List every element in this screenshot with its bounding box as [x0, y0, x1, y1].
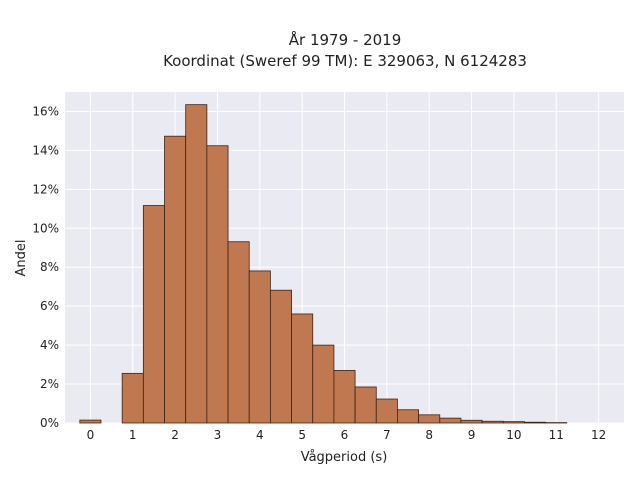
bar-layer: [79, 104, 568, 424]
x-tick-labels: 0 1 2 3 4 5 6 7 8 9 10 11 12: [87, 428, 607, 442]
x-axis-label: Vågperiod (s): [301, 450, 388, 465]
x-tick-label: 1: [129, 428, 137, 442]
y-tick-label: 4%: [40, 338, 59, 352]
y-tick-labels: 0% 2% 4% 6% 8% 10% 12% 14% 16%: [32, 104, 59, 430]
histogram-bar-4: [164, 135, 187, 424]
x-tick-label: 7: [383, 428, 391, 442]
y-tick-label: 14%: [32, 143, 59, 157]
x-tick-label: 2: [171, 428, 179, 442]
x-tick-label: 12: [591, 428, 606, 442]
histogram-bar-2: [121, 372, 144, 424]
histogram-bar-21: [524, 421, 547, 424]
histogram-bar-20: [502, 421, 525, 424]
x-tick-label: 5: [298, 428, 306, 442]
histogram-bar-14: [375, 398, 398, 424]
histogram-bar-6: [206, 145, 229, 424]
y-tick-label: 16%: [32, 104, 59, 118]
y-tick-label: 10%: [32, 221, 59, 235]
y-tick-label: 0%: [40, 416, 59, 430]
histogram-bar-9: [269, 289, 292, 424]
histogram-bar-18: [460, 419, 483, 424]
histogram-bar-16: [418, 414, 441, 424]
histogram-bar-17: [439, 417, 462, 424]
histogram-bar-11: [312, 344, 335, 424]
chart-title-line-2: Koordinat (Sweref 99 TM): E 329063, N 61…: [163, 52, 527, 70]
y-tick-label: 2%: [40, 377, 59, 391]
histogram-bar-10: [291, 313, 314, 424]
x-tick-label: 8: [425, 428, 433, 442]
histogram-bar-5: [185, 104, 208, 424]
histogram-bar-15: [397, 409, 420, 424]
histogram-bar-7: [227, 241, 250, 424]
histogram-bar-0: [79, 419, 102, 424]
chart-title-line-1: År 1979 - 2019: [289, 30, 402, 49]
x-tick-label: 3: [214, 428, 222, 442]
y-tick-label: 6%: [40, 299, 59, 313]
histogram-bar-12: [333, 370, 356, 424]
x-tick-label: 10: [506, 428, 521, 442]
x-tick-label: 9: [468, 428, 476, 442]
histogram-bar-19: [481, 420, 504, 424]
histogram-bar-13: [354, 386, 377, 424]
histogram-bar-8: [248, 270, 271, 424]
y-axis-label: Andel: [14, 240, 29, 277]
x-tick-label: 4: [256, 428, 264, 442]
x-tick-label: 0: [87, 428, 95, 442]
x-tick-label: 6: [341, 428, 349, 442]
histogram-bar-3: [142, 205, 165, 424]
y-tick-label: 12%: [32, 182, 59, 196]
x-tick-label: 11: [549, 428, 564, 442]
y-tick-label: 8%: [40, 260, 59, 274]
